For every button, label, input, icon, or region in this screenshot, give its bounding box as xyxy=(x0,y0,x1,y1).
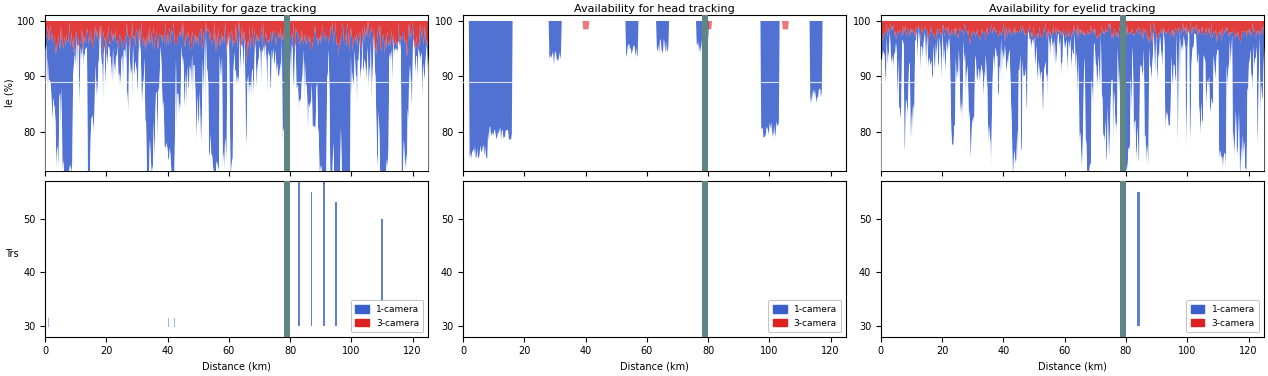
X-axis label: Distance (km): Distance (km) xyxy=(1038,362,1107,372)
Legend: 1-camera, 3-camera: 1-camera, 3-camera xyxy=(1187,300,1259,332)
Title: Availability for eyelid tracking: Availability for eyelid tracking xyxy=(989,4,1155,14)
Bar xyxy=(702,15,708,171)
Bar xyxy=(284,15,290,171)
Y-axis label: Trs: Trs xyxy=(5,249,19,259)
Y-axis label: le (%): le (%) xyxy=(4,79,14,107)
Bar xyxy=(1120,15,1126,171)
Title: Availability for head tracking: Availability for head tracking xyxy=(574,4,735,14)
Bar xyxy=(702,181,708,337)
X-axis label: Distance (km): Distance (km) xyxy=(202,362,271,372)
Legend: 1-camera, 3-camera: 1-camera, 3-camera xyxy=(350,300,424,332)
X-axis label: Distance (km): Distance (km) xyxy=(620,362,689,372)
Title: Availability for gaze tracking: Availability for gaze tracking xyxy=(157,4,316,14)
Legend: 1-camera, 3-camera: 1-camera, 3-camera xyxy=(768,300,842,332)
Bar xyxy=(284,181,290,337)
Bar xyxy=(1120,181,1126,337)
